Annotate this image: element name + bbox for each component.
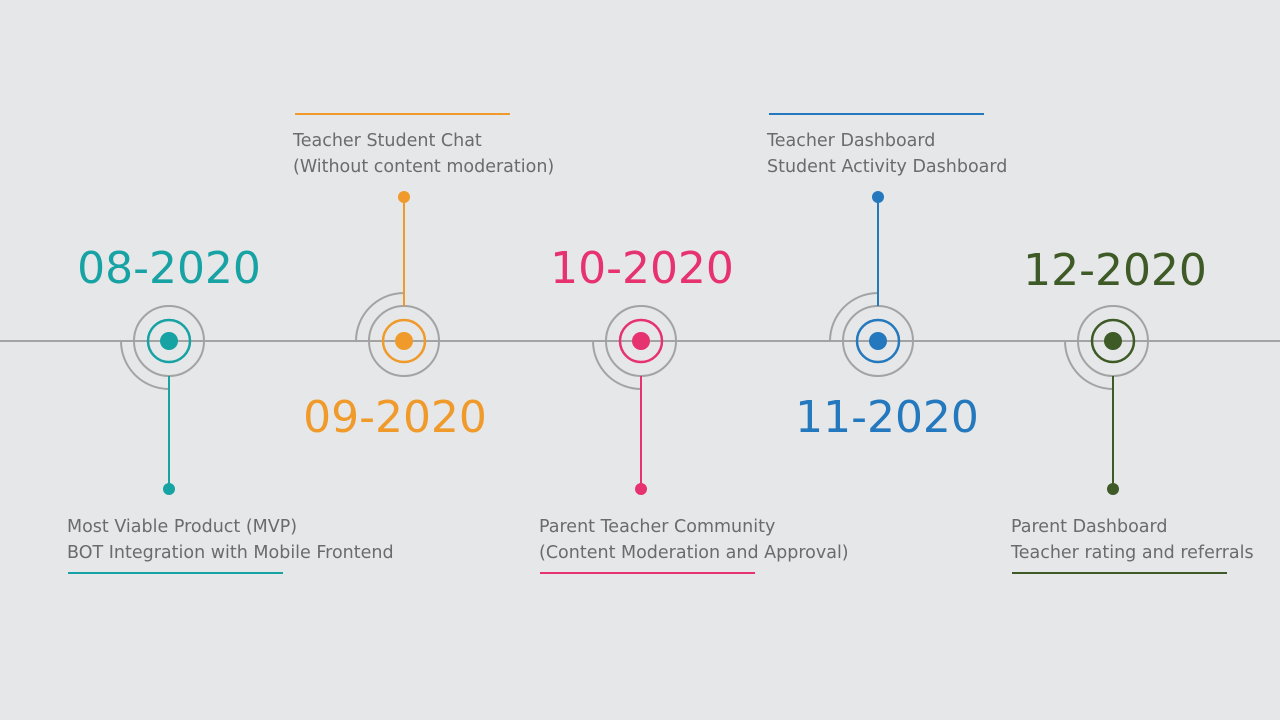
milestone-node: [769, 113, 984, 377]
milestone-node: [68, 305, 283, 574]
milestone-date: 08-2020: [77, 243, 261, 294]
milestone-description: Teacher Student Chat (Without content mo…: [293, 128, 554, 180]
milestone-date: 10-2020: [550, 243, 734, 294]
milestone-description: Parent Teacher Community (Content Modera…: [539, 514, 849, 566]
connector-end-dot: [872, 191, 884, 203]
milestone-node: [295, 113, 510, 377]
node-arc: [120, 340, 170, 390]
node-center-dot: [395, 332, 413, 350]
milestone-description: Most Viable Product (MVP) BOT Integratio…: [67, 514, 394, 566]
description-line: Teacher Student Chat: [293, 131, 482, 151]
connector-end-dot: [1107, 483, 1119, 495]
node-inner-ring: [1090, 318, 1136, 364]
description-line: BOT Integration with Mobile Frontend: [67, 543, 394, 563]
node-inner-ring: [618, 318, 664, 364]
connector-end-dot: [163, 483, 175, 495]
description-line: Student Activity Dashboard: [767, 157, 1008, 177]
description-line: Teacher rating and referrals: [1011, 543, 1254, 563]
node-inner-ring: [855, 318, 901, 364]
description-line: (Content Moderation and Approval): [539, 543, 849, 563]
node-inner-ring: [146, 318, 192, 364]
description-line: Teacher Dashboard: [767, 131, 936, 151]
description-line: (Without content moderation): [293, 157, 555, 177]
node-center-dot: [869, 332, 887, 350]
milestone-date: 11-2020: [795, 392, 979, 443]
description-line: Most Viable Product (MVP): [67, 517, 298, 537]
node-center-dot: [160, 332, 178, 350]
description-line: Parent Dashboard: [1011, 517, 1168, 537]
connector-end-dot: [635, 483, 647, 495]
description-line: Parent Teacher Community: [539, 517, 776, 537]
node-arc: [829, 292, 879, 342]
node-center-dot: [632, 332, 650, 350]
milestone-date: 09-2020: [303, 392, 487, 443]
milestone-node: [1012, 305, 1227, 574]
milestone-node: [540, 305, 755, 574]
node-arc: [592, 340, 642, 390]
node-arc: [355, 292, 405, 342]
node-center-dot: [1104, 332, 1122, 350]
node-arc: [1064, 340, 1114, 390]
milestone-description: Teacher Dashboard Student Activity Dashb…: [767, 128, 1007, 180]
milestone-date: 12-2020: [1023, 245, 1207, 296]
connector-end-dot: [398, 191, 410, 203]
node-inner-ring: [381, 318, 427, 364]
milestone-description: Parent Dashboard Teacher rating and refe…: [1011, 514, 1254, 566]
